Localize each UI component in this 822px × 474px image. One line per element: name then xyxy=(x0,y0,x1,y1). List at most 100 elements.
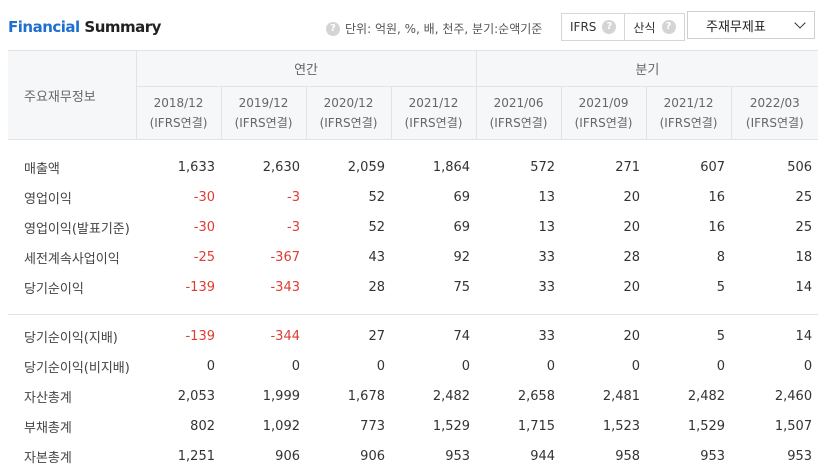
corner-label: 주요재무정보 xyxy=(8,50,136,140)
unit-info: ? 단위: 억원, %, 배, 천주, 분기:순액기준 xyxy=(326,20,542,37)
value-cell: 0 xyxy=(803,358,813,374)
period-basis: (IFRS연결) xyxy=(489,116,548,130)
value-cell: -3 xyxy=(287,189,300,205)
value-cell: 18 xyxy=(795,249,813,265)
value-cell: 2,482 xyxy=(687,388,726,404)
period-date: 2021/12 xyxy=(663,96,714,110)
value-cell: 43 xyxy=(368,249,385,265)
formula-option[interactable]: 산식 ? xyxy=(624,14,683,40)
table-row: 세전계속사업이익 -25 -367 43 92 33 28 8 18 xyxy=(8,242,818,272)
period-date: 2018/12 xyxy=(153,96,204,110)
financial-table: 주요재무정보 연간 분기 2018/12 (IFRS연결) 2019/12 (IFRS… xyxy=(8,50,819,472)
value-cell: 1,999 xyxy=(262,388,300,404)
value-cell: 906 xyxy=(275,448,300,464)
value-cell: -30 xyxy=(193,219,215,235)
ifrs-option[interactable]: IFRS ? xyxy=(562,14,624,40)
table-row: 영업이익(발표기준) -30 -3 52 69 13 20 16 25 xyxy=(8,212,818,242)
value-cell: -344 xyxy=(270,328,300,344)
value-cell: 16 xyxy=(708,219,726,235)
title-financial: Financial xyxy=(8,18,80,36)
statement-select[interactable]: 주재무제표 xyxy=(687,11,815,39)
value-cell: 20 xyxy=(623,279,641,295)
row-label[interactable]: 세전계속사업이익 xyxy=(24,251,120,267)
ifrs-help-icon[interactable]: ? xyxy=(602,20,617,34)
period-date: 2021/06 xyxy=(493,96,544,110)
chevron-down-icon xyxy=(794,17,806,29)
value-cell: 52 xyxy=(368,219,385,235)
value-cell: -30 xyxy=(193,189,215,205)
row-label[interactable]: 영업이익 xyxy=(24,191,72,207)
value-cell: 33 xyxy=(538,249,556,265)
period-date: 2021/09 xyxy=(578,96,629,110)
value-cell: 20 xyxy=(623,219,641,235)
period-header: 2021/06 (IFRS연결) xyxy=(475,86,562,140)
value-cell: 1,523 xyxy=(602,418,641,434)
row-label[interactable]: 당기순이익(비지배) xyxy=(24,360,130,376)
table-row: 자본총계 1,251 906 906 953 944 958 953 953 xyxy=(8,441,818,471)
value-cell: 802 xyxy=(190,418,215,434)
value-cell: 2,658 xyxy=(517,388,556,404)
value-cell: 944 xyxy=(530,448,556,464)
value-cell: 0 xyxy=(546,358,556,374)
period-basis: (IFRS연결) xyxy=(234,116,293,130)
table-row: 당기순이익(지배) -139 -344 27 74 33 20 5 14 xyxy=(8,315,818,352)
statement-select-value: 주재무제표 xyxy=(706,19,766,35)
period-header: 2021/09 (IFRS연결) xyxy=(560,86,647,140)
period-date: 2020/12 xyxy=(323,96,374,110)
table-row: 당기순이익 -139 -343 28 75 33 20 5 14 xyxy=(8,272,818,302)
row-label[interactable]: 부채총계 xyxy=(24,420,72,436)
period-header: 2021/12 (IFRS연결) xyxy=(390,86,477,140)
period-header: 2021/12 (IFRS연결) xyxy=(645,86,732,140)
period-header: 2022/03 (IFRS연결) xyxy=(730,86,819,140)
row-label[interactable]: 자산총계 xyxy=(24,390,72,406)
row-label[interactable]: 당기순이익(지배) xyxy=(24,330,118,346)
value-cell: 1,864 xyxy=(432,159,471,175)
row-label[interactable]: 매출액 xyxy=(24,161,60,177)
value-cell: 20 xyxy=(623,189,641,205)
row-spacer xyxy=(8,140,818,153)
period-date: 2019/12 xyxy=(238,96,289,110)
quarter-group-header: 분기 xyxy=(475,50,819,87)
table-row: 부채총계 802 1,092 773 1,529 1,715 1,523 1,529 1,507 xyxy=(8,411,818,441)
row-label[interactable]: 자본총계 xyxy=(24,450,72,466)
row-label[interactable]: 당기순이익 xyxy=(24,281,84,297)
period-header-row: 2018/12 (IFRS연결) 2019/12 (IFRS연결) 2020/12 (IF… xyxy=(8,86,819,140)
period-basis: (IFRS연결) xyxy=(574,116,633,130)
table-body: 매출액 1,633 2,630 2,059 1,864 572 271 607 506 영업이익 -… xyxy=(8,140,819,472)
help-icon[interactable]: ? xyxy=(326,21,340,36)
formula-help-icon[interactable]: ? xyxy=(661,20,676,34)
value-cell: -343 xyxy=(270,279,300,295)
value-cell: 5 xyxy=(716,328,726,344)
value-cell: 52 xyxy=(368,189,385,205)
value-cell: 74 xyxy=(453,328,471,344)
value-cell: 1,251 xyxy=(177,448,215,464)
value-cell: 2,460 xyxy=(774,388,813,404)
value-cell: -25 xyxy=(193,249,215,265)
spacer-cell xyxy=(8,302,819,315)
table-row: 영업이익 -30 -3 52 69 13 20 16 25 xyxy=(8,182,818,212)
value-cell: 20 xyxy=(623,328,641,344)
title-summary: Summary xyxy=(79,18,161,36)
value-cell: 25 xyxy=(795,189,813,205)
value-cell: 958 xyxy=(615,448,641,464)
value-cell: -367 xyxy=(270,249,300,265)
value-cell: 33 xyxy=(538,328,556,344)
value-cell: 0 xyxy=(631,358,641,374)
financial-summary-header: Financial Summary ? 단위: 억원, %, 배, 천주, 분기… xyxy=(0,0,822,50)
value-cell: 13 xyxy=(538,219,556,235)
period-header: 2020/12 (IFRS연결) xyxy=(305,86,391,140)
row-spacer xyxy=(8,302,819,315)
unit-text: 단위: 억원, %, 배, 천주, 분기:순액기준 xyxy=(345,22,543,36)
section-title: Financial Summary xyxy=(8,18,161,36)
value-cell: 8 xyxy=(716,249,726,265)
value-cell: 572 xyxy=(530,159,556,175)
period-date: 2022/03 xyxy=(749,96,800,110)
table-row: 자산총계 2,053 1,999 1,678 2,482 2,658 2,481 2,482 2… xyxy=(8,381,818,411)
value-cell: 75 xyxy=(453,279,471,295)
value-cell: 953 xyxy=(445,448,471,464)
value-cell: 0 xyxy=(206,358,215,374)
value-cell: 5 xyxy=(716,279,726,295)
value-cell: 33 xyxy=(538,279,556,295)
value-cell: 69 xyxy=(453,219,471,235)
row-label[interactable]: 영업이익(발표기준) xyxy=(24,221,130,237)
